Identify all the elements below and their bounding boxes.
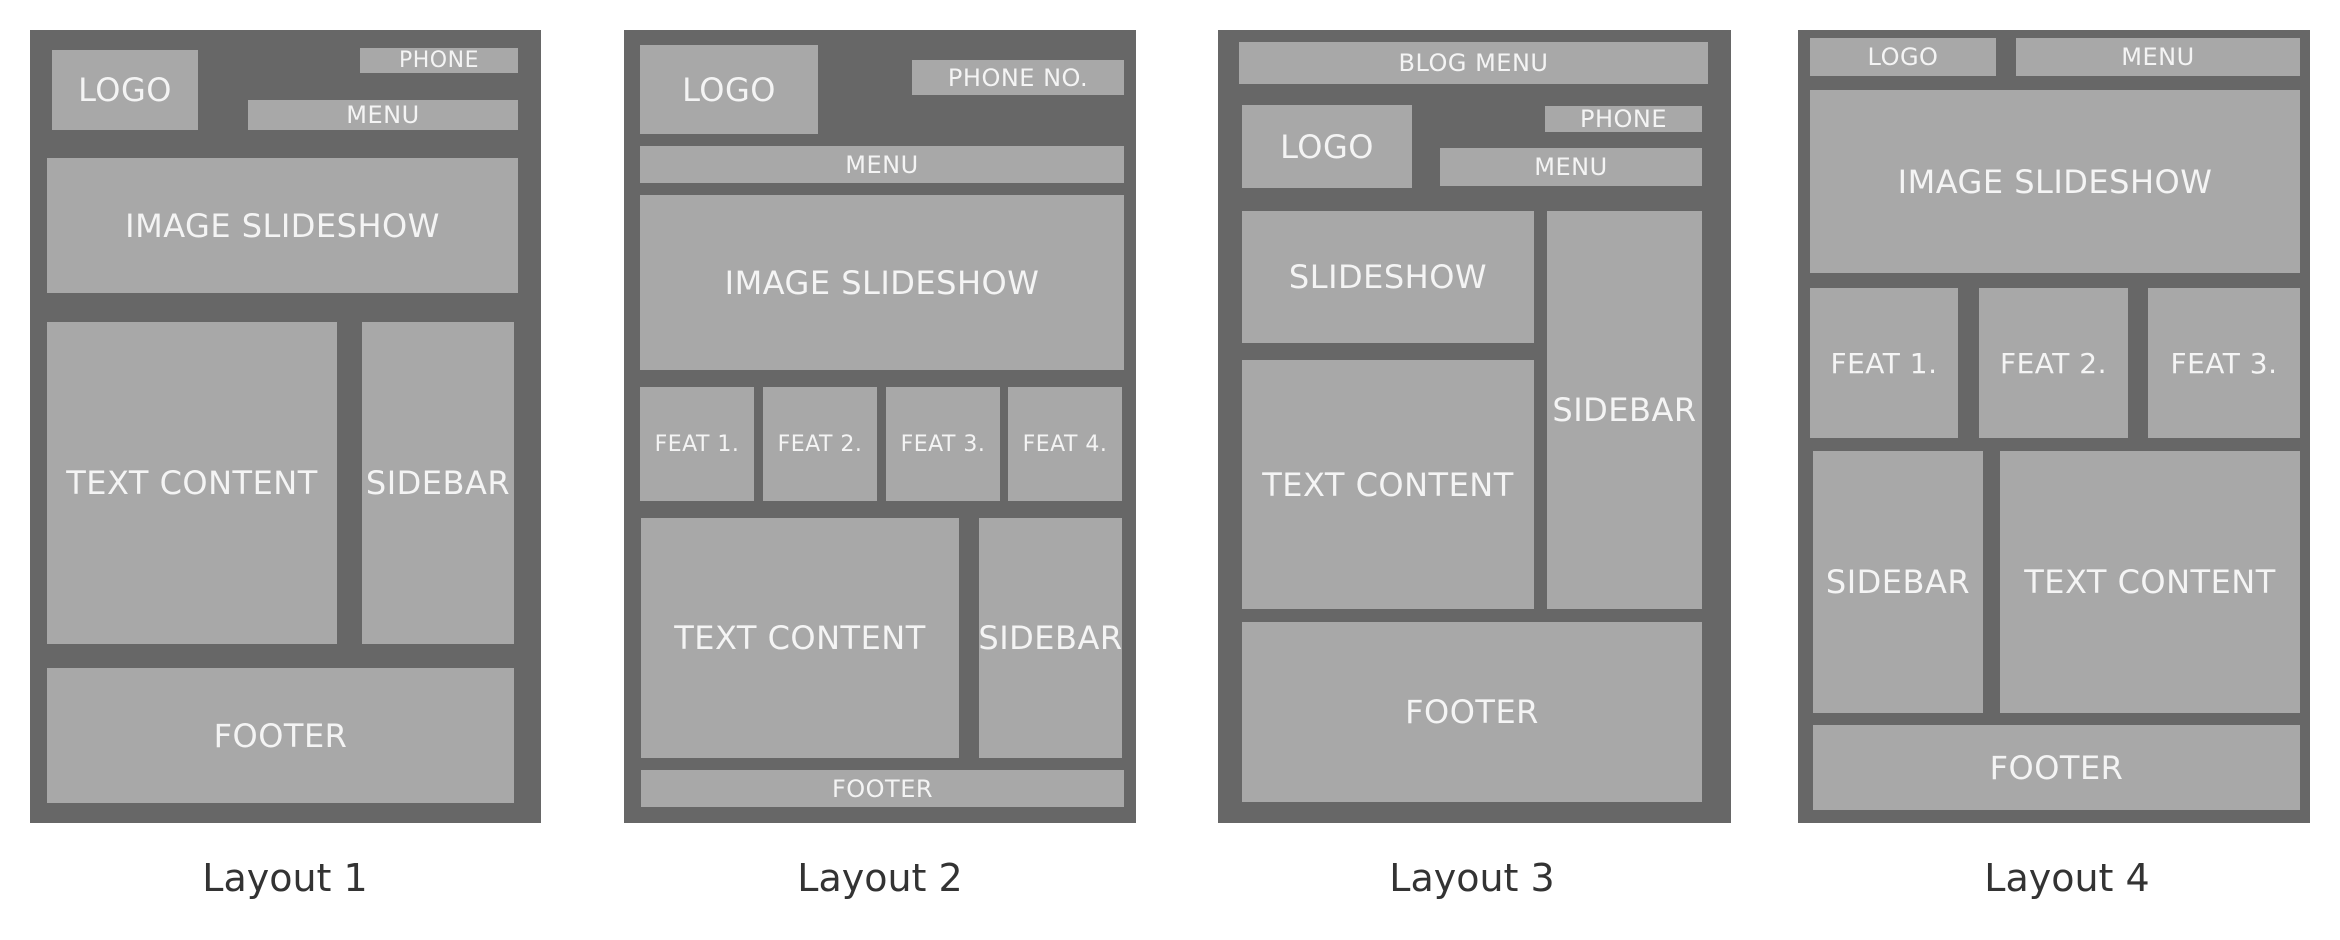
layout-1-image-slideshow: IMAGE SLIDESHOW bbox=[47, 158, 518, 293]
layout-2-text-content: TEXT CONTENT bbox=[641, 518, 959, 758]
layout-1-logo: LOGO bbox=[52, 50, 198, 130]
layout-2-logo: LOGO bbox=[640, 45, 818, 134]
layout-1-sidebar: SIDEBAR bbox=[362, 322, 514, 644]
layout-4-feature-2: FEAT 2. bbox=[1979, 288, 2128, 438]
layout-2-sidebar: SIDEBAR bbox=[979, 518, 1122, 758]
layout-3-menu: MENU bbox=[1440, 148, 1702, 186]
layout-2-phone: PHONE NO. bbox=[912, 60, 1124, 95]
layout-2-caption: Layout 2 bbox=[797, 856, 963, 900]
layout-4-sidebar: SIDEBAR bbox=[1813, 451, 1983, 713]
layout-3-logo: LOGO bbox=[1242, 105, 1412, 188]
layout-2-menu: MENU bbox=[640, 146, 1124, 183]
layout-4-frame: LOGO MENU IMAGE SLIDESHOW FEAT 1. FEAT 2… bbox=[1798, 30, 2310, 823]
layout-2-feature-3: FEAT 3. bbox=[886, 387, 1000, 501]
layout-1-footer: FOOTER bbox=[47, 668, 514, 803]
layout-2-feature-2: FEAT 2. bbox=[763, 387, 877, 501]
layout-2-image-slideshow: IMAGE SLIDESHOW bbox=[640, 195, 1124, 370]
layout-2-feature-1: FEAT 1. bbox=[640, 387, 754, 501]
layout-3-frame: BLOG MENU LOGO PHONE MENU SLIDESHOW SIDE… bbox=[1218, 30, 1731, 823]
layout-1-phone: PHONE bbox=[360, 48, 518, 73]
layout-4-caption: Layout 4 bbox=[1984, 856, 2150, 900]
layout-4-feature-1: FEAT 1. bbox=[1810, 288, 1958, 438]
layout-1-caption: Layout 1 bbox=[202, 856, 368, 900]
layout-1-menu: MENU bbox=[248, 100, 518, 130]
layout-4-text-content: TEXT CONTENT bbox=[2000, 451, 2300, 713]
layout-4-menu: MENU bbox=[2016, 38, 2300, 76]
layout-3-phone: PHONE bbox=[1545, 106, 1702, 132]
layout-3-footer: FOOTER bbox=[1242, 622, 1702, 802]
layout-3-slideshow: SLIDESHOW bbox=[1242, 211, 1534, 343]
layout-4-logo: LOGO bbox=[1810, 38, 1996, 76]
layout-3-sidebar: SIDEBAR bbox=[1547, 211, 1702, 609]
layout-1-frame: LOGO PHONE MENU IMAGE SLIDESHOW TEXT CON… bbox=[30, 30, 541, 823]
layout-2-frame: LOGO PHONE NO. MENU IMAGE SLIDESHOW FEAT… bbox=[624, 30, 1136, 823]
layout-4-image-slideshow: IMAGE SLIDESHOW bbox=[1810, 90, 2300, 273]
layout-4-feature-3: FEAT 3. bbox=[2148, 288, 2300, 438]
layout-4-footer: FOOTER bbox=[1813, 725, 2300, 810]
layout-2-feature-4: FEAT 4. bbox=[1008, 387, 1122, 501]
layout-3-text-content: TEXT CONTENT bbox=[1242, 360, 1534, 609]
layout-2-footer: FOOTER bbox=[641, 770, 1124, 807]
layout-3-blog-menu: BLOG MENU bbox=[1239, 42, 1708, 84]
layout-3-caption: Layout 3 bbox=[1389, 856, 1555, 900]
layout-1-text-content: TEXT CONTENT bbox=[47, 322, 337, 644]
